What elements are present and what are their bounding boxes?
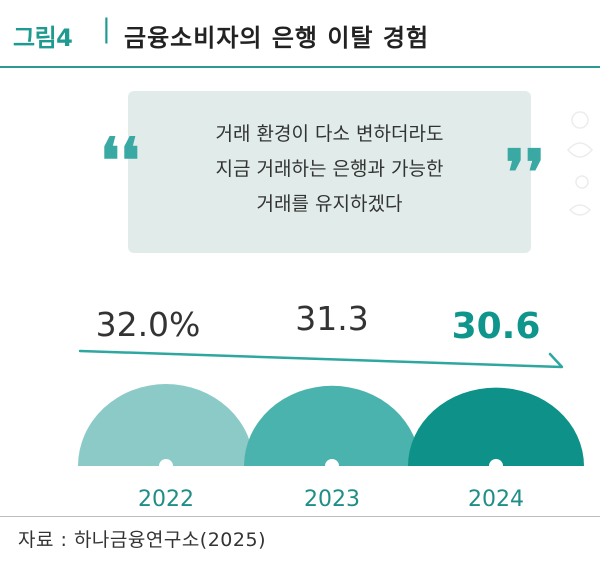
category-label-2023: 2023: [304, 487, 360, 512]
figure-label: 그림4: [13, 24, 73, 52]
bar-2024: [408, 387, 584, 466]
decorative-pattern-icon: [567, 111, 593, 216]
footer-rule: [0, 516, 600, 517]
figure-separator: |: [102, 14, 111, 44]
value-label-2022: 32.0%: [96, 305, 201, 344]
bar-notch-2022: [159, 459, 173, 473]
value-labels-group: 32.0% 31.3 30.6: [96, 299, 541, 347]
bar-2022: [78, 384, 254, 466]
bar-notch-2023: [325, 459, 339, 473]
quote-text: 거래 환경이 다소 변하더라도 지금 거래하는 은행과 가능한 거래를 유지하겠…: [128, 117, 531, 222]
retention-chart: 32.0% 31.3 30.6 2022 2023 2024: [78, 299, 584, 512]
bar-notch-2024: [489, 459, 503, 473]
header-rule: [0, 66, 600, 68]
bar-2023: [244, 385, 420, 466]
category-label-2022: 2022: [138, 487, 194, 512]
quote-line-2: 지금 거래하는 은행과 가능한: [215, 158, 444, 180]
category-label-2024: 2024: [468, 487, 524, 512]
value-label-2023: 31.3: [295, 299, 368, 338]
trend-arrow-icon: [78, 349, 564, 369]
quote-line-1: 거래 환경이 다소 변하더라도: [215, 123, 444, 145]
quote-box: 거래 환경이 다소 변하더라도 지금 거래하는 은행과 가능한 거래를 유지하겠…: [128, 91, 531, 253]
bars-group: [78, 384, 584, 473]
close-quote-icon: ❜❜: [505, 136, 545, 209]
figure-header: 그림4 | 금융소비자의 은행 이탈 경험: [0, 0, 600, 70]
figure-title: 금융소비자의 은행 이탈 경험: [124, 24, 430, 52]
source-note: 자료 : 하나금융연구소(2025): [18, 529, 266, 551]
category-labels-group: 2022 2023 2024: [138, 487, 524, 512]
quote-line-3: 거래를 유지하겠다: [256, 193, 403, 215]
trend-arrow-group: [78, 349, 564, 369]
open-quote-icon: ❛❛: [100, 124, 140, 197]
value-label-2024: 30.6: [452, 306, 541, 347]
